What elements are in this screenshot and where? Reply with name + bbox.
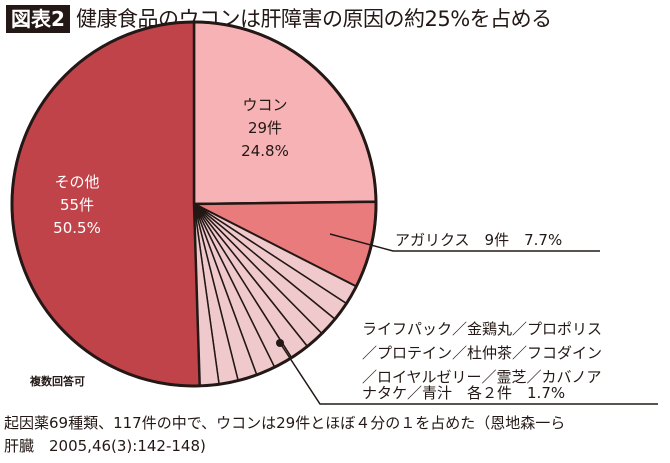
label-ukon-count: 29件 [248, 119, 282, 137]
pie-slice-13 [10, 20, 201, 388]
label-small-4: ナタケ／青汁 各２件 1.7% [362, 384, 565, 402]
label-small-1: ライフパック／金鶏丸／プロポリス [362, 320, 602, 338]
label-small-3: ／ロイヤルゼリー／霊芝／カバノア [362, 368, 602, 386]
label-other-pct: 50.5% [53, 219, 101, 237]
multiple-answers-note: 複数回答可 [30, 375, 85, 388]
label-other-count: 55件 [60, 196, 94, 214]
label-ukon-pct: 24.8% [241, 142, 289, 160]
small-leader-line [279, 342, 658, 405]
label-agaricus: アガリクス 9件 7.7% [395, 231, 562, 249]
label-ukon-name: ウコン [242, 96, 287, 114]
label-other-name: その他 [54, 173, 99, 191]
leader-dot [276, 339, 284, 347]
label-small-2: ／プロテイン／杜仲茶／フコダイン [362, 344, 602, 362]
source-caption: 起因薬69種類、117件の中で、ウコンは29件とほぼ４分の１を占めた（恩地森一ら… [4, 414, 566, 455]
agaricus-leader-line [329, 233, 600, 252]
pie-outline [10, 20, 378, 388]
figure-badge: 図表2 [6, 5, 70, 33]
